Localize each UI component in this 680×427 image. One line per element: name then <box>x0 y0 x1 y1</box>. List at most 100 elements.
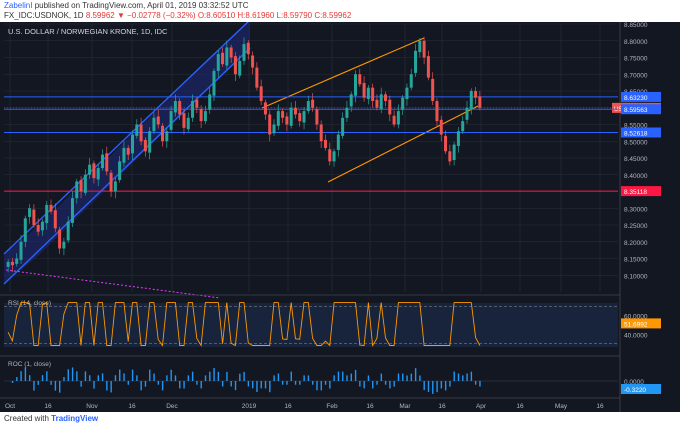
roc-bar <box>149 369 151 381</box>
candle-body <box>311 99 315 108</box>
roc-bar <box>363 381 365 389</box>
roc-bar <box>384 381 387 385</box>
rsi-line <box>7 301 481 347</box>
candle-body <box>448 151 452 162</box>
roc-bar <box>372 381 374 389</box>
y-tick-label: 8.85000 <box>624 22 648 29</box>
candle-body <box>319 124 323 142</box>
roc-bar <box>316 381 318 391</box>
roc-bar <box>286 381 288 385</box>
x-tick-label: 16 <box>438 403 446 410</box>
candle-body <box>70 198 74 223</box>
candle-body <box>109 172 113 192</box>
roc-bar <box>474 381 477 385</box>
roc-bar <box>273 375 275 381</box>
roc-bar <box>264 381 267 389</box>
roc-tick-label: 0.0000 <box>624 379 644 386</box>
roc-bar <box>144 381 147 387</box>
roc-bar <box>234 381 237 391</box>
y-tick-label: 8.40000 <box>624 173 648 180</box>
footer: Created with TradingView <box>0 412 680 427</box>
roc-bar <box>170 369 172 381</box>
roc-bar <box>329 381 331 389</box>
y-tick-label: 8.75000 <box>624 56 648 63</box>
roc-bar <box>243 371 245 381</box>
candle-body <box>401 97 405 110</box>
x-tick-label: 16 <box>516 403 524 410</box>
candle-body <box>36 225 40 232</box>
candle-body <box>32 209 36 225</box>
roc-bar <box>204 375 207 381</box>
candle-body <box>199 109 203 122</box>
candle-body <box>100 154 104 169</box>
candle-body <box>435 101 439 122</box>
candle-body <box>221 52 225 65</box>
candle-body <box>349 94 353 107</box>
candle-body <box>131 134 135 154</box>
roc-bar <box>260 381 262 389</box>
roc-bar <box>423 381 425 391</box>
candle-body <box>452 144 456 161</box>
candle-body <box>328 149 332 162</box>
roc-bar <box>479 381 481 387</box>
roc-bar <box>239 373 241 381</box>
x-tick-label: 16 <box>128 403 136 410</box>
candle-body <box>302 111 306 123</box>
candle-body <box>315 109 319 125</box>
candle-body <box>79 180 83 192</box>
candle-body <box>203 111 207 122</box>
roc-bar <box>213 368 215 381</box>
roc-bar <box>432 381 434 394</box>
price-level-label: 8.35118 <box>624 189 647 196</box>
candle-body <box>323 139 327 148</box>
price-pane: 8.850008.800008.750008.700008.650008.600… <box>3 22 661 412</box>
candle-body <box>178 101 182 115</box>
roc-bar <box>333 375 335 381</box>
roc-bar <box>462 375 464 381</box>
roc-bar <box>320 381 322 391</box>
candle-body <box>362 82 366 98</box>
roc-bar <box>76 371 78 381</box>
x-tick-label: Oct <box>5 403 15 410</box>
roc-bar <box>97 375 99 381</box>
price-level-badge <box>621 127 661 138</box>
candle-body <box>139 124 143 142</box>
y-tick-label: 8.25000 <box>624 223 648 230</box>
candle-body <box>375 99 379 108</box>
roc-bar <box>277 373 280 381</box>
roc-bar <box>123 373 125 381</box>
y-tick-label: 8.15000 <box>624 257 648 264</box>
created-with-text: Created with <box>4 414 49 423</box>
roc-bar <box>93 381 95 389</box>
candle-body <box>405 87 409 100</box>
roc-bar <box>251 381 254 389</box>
candle-body <box>255 67 259 88</box>
candles <box>6 36 482 273</box>
y-tick-label: 8.45000 <box>624 156 648 163</box>
roc-bar <box>354 369 357 381</box>
roc-bar <box>136 375 138 381</box>
roc-bar <box>89 375 91 381</box>
roc-bar <box>397 373 400 381</box>
roc-bar <box>101 373 104 381</box>
roc-bar <box>33 381 35 391</box>
tradingview-logo[interactable]: TradingView <box>51 414 99 423</box>
candle-body <box>66 221 70 241</box>
roc-bar <box>294 381 297 385</box>
roc-bar <box>153 373 155 381</box>
candle-body <box>439 119 443 135</box>
candle-body <box>23 218 27 242</box>
roc-bar <box>303 375 305 381</box>
ohlc-text: 8.59962 ▼ −0.02778 (−0.32%) O:8.60510 H:… <box>85 11 352 20</box>
candle-body <box>216 54 220 71</box>
rsi-tick-label: 60.0000 <box>624 314 648 321</box>
candle-body <box>418 40 422 53</box>
candle-body <box>293 107 297 115</box>
chart-title: U.S. DOLLAR / NORWEGIAN KRONE, 1D, IDC <box>8 27 168 36</box>
chart-area[interactable]: 8.850008.800008.750008.700008.650008.600… <box>0 22 680 412</box>
author-link[interactable]: ZabelinI <box>4 1 33 10</box>
roc-bar <box>350 373 353 381</box>
candle-body <box>169 111 173 130</box>
candle-body <box>242 44 246 61</box>
rsi-tick-label: 40.0000 <box>624 332 648 339</box>
